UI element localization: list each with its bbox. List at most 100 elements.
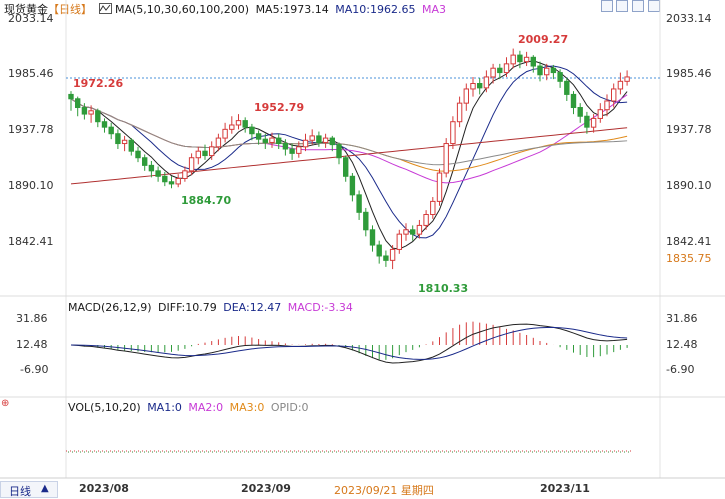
macd-tick-right: -6.90	[666, 363, 695, 376]
candle-up	[597, 109, 603, 119]
candle-down	[249, 126, 255, 135]
candle-down	[577, 107, 583, 117]
period-button-label: 日线	[9, 485, 31, 498]
candle-down	[356, 194, 362, 213]
candle-up	[544, 67, 550, 76]
candle-up	[215, 137, 222, 148]
price-tick-right: 1842.41	[666, 235, 712, 248]
quote-header: 现货黄金【日线】 MA(5,10,30,60,100,200) MA5:1973…	[4, 1, 446, 17]
candle-down	[202, 150, 208, 157]
candle-up	[396, 233, 403, 250]
candle-down	[155, 170, 161, 177]
ma100-line	[70, 98, 628, 166]
macd-tick-right: 31.86	[666, 312, 698, 325]
macd-tick-right: 12.48	[666, 338, 698, 351]
candle-down	[530, 56, 536, 67]
candle-down	[369, 229, 376, 246]
macd-tick-left: -6.90	[20, 363, 49, 376]
period-button[interactable]: 日线 ▲	[0, 481, 58, 498]
candle-up	[182, 170, 188, 179]
candle-up	[423, 214, 429, 226]
candle-down	[68, 93, 74, 100]
candle-down	[168, 181, 175, 185]
ma-caption[interactable]: MA(5,10,30,60,100,200)	[115, 3, 250, 16]
period-dropdown-icon: ▲	[41, 483, 49, 494]
macd-value: MACD:-3.34	[287, 301, 353, 314]
candle-up	[416, 224, 423, 235]
candle-up	[450, 121, 456, 145]
candle-down	[477, 83, 483, 89]
candle-up	[490, 67, 496, 78]
ma10-value: MA10:1962.65	[335, 3, 416, 16]
candle-down	[336, 144, 342, 159]
candle-up	[456, 102, 463, 123]
candle-down	[289, 148, 295, 154]
date-label: 2023/08	[79, 482, 129, 495]
candle-up	[309, 135, 315, 141]
macd-tick-left: 12.48	[16, 338, 48, 351]
price-tick-right: 1937.78	[666, 123, 712, 136]
price-tick-right: 1890.10	[666, 179, 712, 192]
crosshair-icon[interactable]: ⊕	[1, 398, 10, 409]
vol-ma3: MA3:0	[229, 401, 265, 414]
price-tick-left: 1842.41	[8, 235, 54, 248]
candle-down	[557, 72, 563, 82]
price-tick-left: 1890.10	[8, 179, 54, 192]
price-tick-left: 1937.78	[8, 123, 54, 136]
vol-ma2: MA2:0	[188, 401, 224, 414]
macd-tick-left: 31.86	[16, 312, 48, 325]
candle-up	[463, 88, 470, 104]
candle-up	[389, 248, 396, 261]
macd-caption[interactable]: MACD(26,12,9)	[68, 301, 152, 314]
zoom-in-icon[interactable]	[601, 0, 613, 12]
macd-caption-row: MACD(26,12,9) DIFF:10.79 DEA:12.47 MACD:…	[68, 301, 353, 314]
candle-up	[175, 177, 181, 185]
macd-dea-line	[70, 326, 628, 360]
annotation-high-1972: 1972.26	[73, 77, 124, 90]
candle-down	[115, 133, 121, 145]
candle-down	[75, 98, 81, 109]
candle-down	[329, 137, 336, 146]
candle-up	[302, 139, 309, 148]
candle-up	[188, 157, 195, 172]
candle-down	[376, 244, 382, 257]
date-label: 2023/11	[540, 482, 590, 495]
candle-up	[617, 80, 624, 90]
price-tick-left: 2033.14	[8, 12, 54, 25]
candle-up	[590, 117, 597, 128]
candle-up	[229, 124, 235, 130]
candle-up	[88, 110, 94, 115]
candle-down	[537, 65, 543, 76]
ma-toggle-icon[interactable]	[98, 3, 112, 14]
price-tick-left: 1985.46	[8, 67, 54, 80]
hover-date-label: 2023/09/21 星期四	[334, 484, 434, 497]
candle-down	[316, 135, 322, 143]
candle-down	[282, 143, 289, 150]
candle-down	[383, 255, 389, 261]
candle-up	[503, 63, 510, 74]
volume-caption-row: VOL(5,10,20) MA1:0 MA2:0 MA3:0 OPID:0	[68, 401, 309, 414]
candle-up	[222, 128, 228, 139]
candle-down	[81, 107, 88, 115]
candle-down	[349, 175, 356, 196]
candle-down	[363, 211, 369, 231]
candle-up	[121, 139, 128, 145]
candle-up	[470, 83, 476, 90]
candle-down	[135, 150, 141, 159]
macd-dea: DEA:12.47	[223, 301, 282, 314]
macd-diff: DIFF:10.79	[158, 301, 217, 314]
period-tag[interactable]: 【日线】	[48, 3, 92, 16]
candle-down	[95, 110, 101, 123]
zoom-out-icon[interactable]	[616, 0, 628, 12]
extra-price-tick: 1835.75	[666, 252, 712, 265]
candle-down	[242, 120, 248, 128]
candle-down	[276, 137, 282, 145]
candle-up	[296, 146, 302, 154]
ma200-line	[70, 127, 628, 185]
vol-caption[interactable]: VOL(5,10,20)	[68, 401, 141, 414]
candle-down	[497, 67, 503, 74]
layout-icon[interactable]	[632, 0, 644, 12]
candle-down	[570, 93, 577, 109]
annotation-low-1810: 1810.33	[418, 282, 469, 295]
